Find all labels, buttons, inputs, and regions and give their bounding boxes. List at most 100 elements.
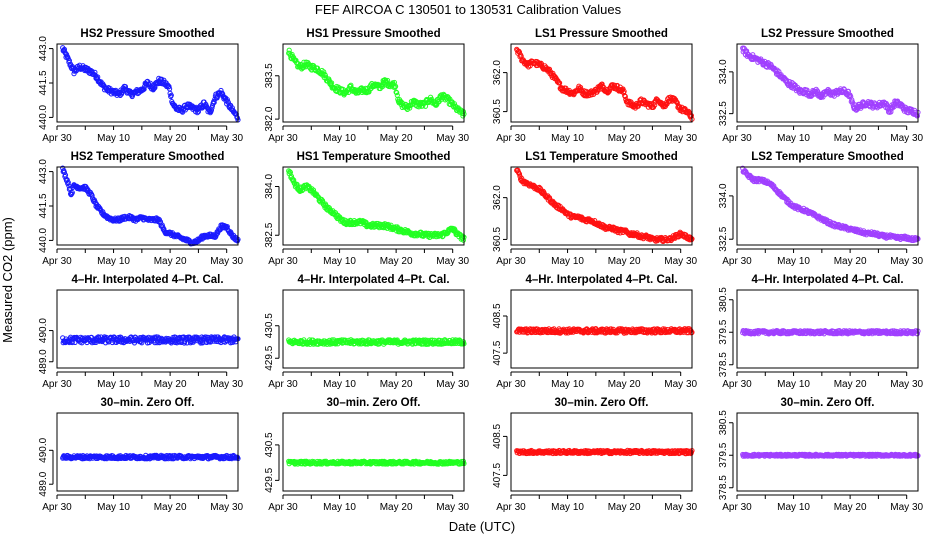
data-point <box>557 80 563 86</box>
x-tick-label: May 30 <box>210 502 243 513</box>
data-point <box>166 83 172 90</box>
panel-grid: HS2 Pressure Smoothed Apr 30 May 10 May 20 M… <box>38 28 924 513</box>
y-tick-label: 407.5 <box>492 340 503 365</box>
chart-panel: 4–Hr. Interpolated 4–Pt. Cal.Apr 30 May 1… <box>38 274 244 390</box>
x-tick-label: May 10 <box>97 133 130 144</box>
panel-title: 30–min. Zero Off. <box>781 397 875 409</box>
x-tick-label: May 10 <box>551 502 584 513</box>
x-tick-label: May 20 <box>380 379 413 390</box>
data-point <box>385 77 391 84</box>
data-point <box>848 94 854 100</box>
y-tick-label: 430.5 <box>264 313 275 338</box>
panel-title: 4–Hr. Interpolated 4–Pt. Cal. <box>751 274 903 286</box>
data-point <box>314 193 321 199</box>
panel-frame <box>510 166 693 246</box>
x-tick-label: Apr 30 <box>722 379 752 390</box>
x-tick-label: Apr 30 <box>42 133 72 144</box>
data-point <box>151 86 157 92</box>
chart-panel: 30–min. Zero Off.Apr 30 May 10 May 20 May 3… <box>492 397 698 513</box>
data-point <box>536 184 542 190</box>
data-series <box>514 326 695 336</box>
data-series <box>740 165 921 243</box>
y-tick-label: 360.5 <box>492 226 503 251</box>
data-point <box>300 187 306 193</box>
x-tick-label: Apr 30 <box>268 133 298 144</box>
data-series <box>740 45 921 119</box>
panel-title: 4–Hr. Interpolated 4–Pt. Cal. <box>297 274 449 286</box>
y-tick-label: 408.5 <box>492 303 503 328</box>
y-tick-label: 440.0 <box>38 227 49 252</box>
y-tick-label: 360.5 <box>492 99 503 124</box>
x-tick-label: May 10 <box>323 133 356 144</box>
data-point <box>178 339 184 345</box>
x-tick-label: May 10 <box>97 256 130 267</box>
x-tick-label: Apr 30 <box>496 379 526 390</box>
data-point <box>89 193 95 199</box>
panel-frame <box>736 289 919 369</box>
x-tick-label: May 30 <box>436 379 469 390</box>
data-point <box>393 83 399 90</box>
data-point <box>69 190 75 196</box>
x-tick-label: May 20 <box>608 133 641 144</box>
panel-title: HS1 Pressure Smoothed <box>306 28 440 40</box>
data-point <box>393 89 399 95</box>
x-tick-label: Apr 30 <box>42 502 72 513</box>
data-point <box>460 109 466 115</box>
x-tick-label: Apr 30 <box>42 379 72 390</box>
x-tick-label: May 10 <box>551 133 584 144</box>
panel-title: 30–min. Zero Off. <box>327 397 421 409</box>
data-point <box>67 185 73 191</box>
y-tick-label: 441.5 <box>38 70 49 95</box>
data-series <box>286 458 467 467</box>
data-point <box>194 110 200 116</box>
data-series <box>514 167 695 244</box>
x-tick-label: May 20 <box>834 379 867 390</box>
x-tick-label: May 20 <box>380 133 413 144</box>
y-tick-label: 443.0 <box>38 159 49 184</box>
x-tick-label: May 30 <box>890 133 923 144</box>
x-tick-label: Apr 30 <box>496 256 526 267</box>
y-tick-label: 362.0 <box>492 60 503 85</box>
panel-frame <box>282 412 465 492</box>
y-tick-label: 379.5 <box>718 319 729 344</box>
y-tick-label: 334.0 <box>718 183 729 208</box>
x-tick-label: May 20 <box>608 502 641 513</box>
data-point <box>849 99 856 105</box>
panel-title: HS2 Pressure Smoothed <box>80 28 214 40</box>
y-tick-label: 382.0 <box>264 106 275 131</box>
data-point <box>60 165 66 171</box>
data-point <box>100 209 106 215</box>
y-tick-label: 490.0 <box>38 437 49 462</box>
data-point <box>578 84 584 91</box>
panel-title: 4–Hr. Interpolated 4–Pt. Cal. <box>525 274 677 286</box>
x-tick-label: May 20 <box>834 133 867 144</box>
panel-title: LS1 Temperature Smoothed <box>525 151 678 163</box>
x-tick-label: May 30 <box>210 133 243 144</box>
data-point <box>452 227 458 233</box>
data-point <box>460 237 466 243</box>
y-tick-label: 382.5 <box>264 222 275 247</box>
data-point <box>914 113 921 119</box>
x-tick-label: May 20 <box>380 256 413 267</box>
x-tick-label: Apr 30 <box>42 256 72 267</box>
chart-panel: 30–min. Zero Off.Apr 30 May 10 May 20 May 3… <box>718 397 924 513</box>
y-tick-label: 408.5 <box>492 423 503 448</box>
panel-title: HS2 Temperature Smoothed <box>71 151 225 163</box>
data-point <box>92 200 99 206</box>
data-point <box>849 97 855 103</box>
x-tick-label: May 20 <box>154 256 187 267</box>
x-axis-label: Date (UTC) <box>449 519 515 534</box>
x-tick-label: May 20 <box>154 379 187 390</box>
data-point <box>92 69 98 75</box>
x-tick-label: May 30 <box>890 256 923 267</box>
x-tick-label: May 30 <box>890 379 923 390</box>
data-series <box>740 451 921 459</box>
data-series <box>60 452 241 462</box>
x-tick-label: May 30 <box>210 256 243 267</box>
